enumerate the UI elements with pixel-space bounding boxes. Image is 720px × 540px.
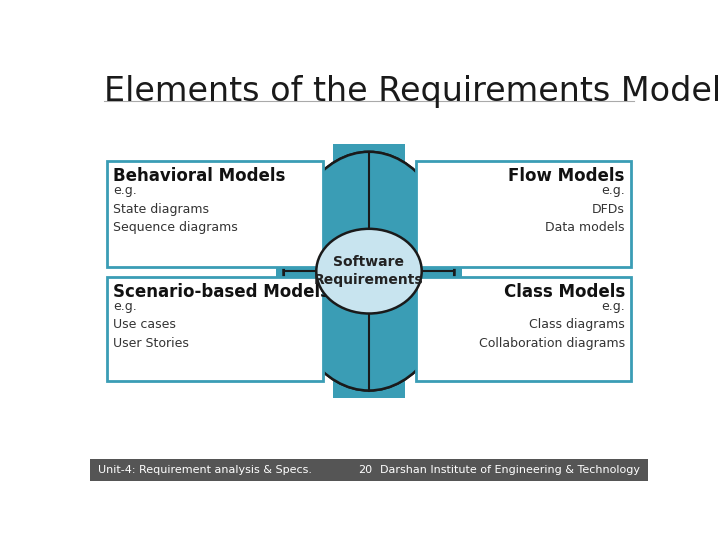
Text: Behavioral Models: Behavioral Models (113, 167, 286, 185)
Text: 20: 20 (358, 465, 372, 475)
Text: Unit-4: Requirement analysis & Specs.: Unit-4: Requirement analysis & Specs. (98, 465, 312, 475)
Text: Class Models: Class Models (503, 283, 625, 301)
FancyBboxPatch shape (333, 152, 405, 390)
Text: e.g.
Use cases
User Stories: e.g. Use cases User Stories (113, 300, 189, 350)
FancyBboxPatch shape (284, 236, 454, 307)
Ellipse shape (316, 229, 422, 314)
FancyBboxPatch shape (422, 236, 462, 307)
Ellipse shape (284, 152, 454, 390)
FancyBboxPatch shape (107, 161, 323, 267)
Text: Elements of the Requirements Model: Elements of the Requirements Model (104, 75, 720, 108)
Text: e.g.
State diagrams
Sequence diagrams: e.g. State diagrams Sequence diagrams (113, 184, 238, 234)
Text: e.g.
DFDs
Data models: e.g. DFDs Data models (545, 184, 625, 234)
Text: Darshan Institute of Engineering & Technology: Darshan Institute of Engineering & Techn… (380, 465, 640, 475)
FancyBboxPatch shape (276, 236, 316, 307)
Text: Software
Requirements: Software Requirements (314, 255, 424, 287)
Ellipse shape (284, 152, 454, 390)
Text: e.g.
Class diagrams
Collaboration diagrams: e.g. Class diagrams Collaboration diagra… (479, 300, 625, 350)
Text: Scenario-based Models: Scenario-based Models (113, 283, 330, 301)
FancyBboxPatch shape (333, 314, 405, 398)
FancyBboxPatch shape (415, 276, 631, 381)
FancyBboxPatch shape (90, 459, 648, 481)
FancyBboxPatch shape (333, 144, 405, 229)
FancyBboxPatch shape (107, 276, 323, 381)
FancyBboxPatch shape (415, 161, 631, 267)
Text: Flow Models: Flow Models (508, 167, 625, 185)
